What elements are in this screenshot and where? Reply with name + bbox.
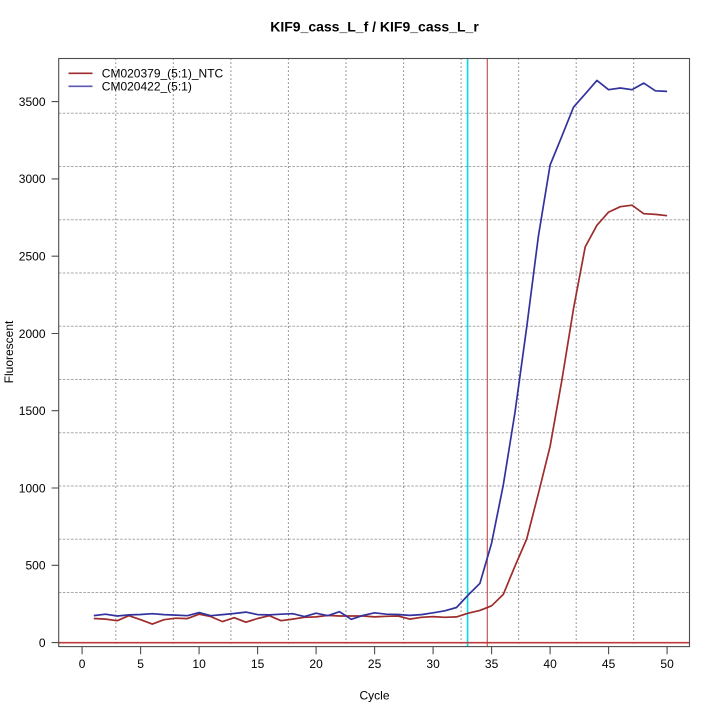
svg-text:500: 500 — [25, 559, 45, 573]
svg-text:KIF9_cass_L_f / KIF9_cass_L_r: KIF9_cass_L_f / KIF9_cass_L_r — [270, 19, 479, 35]
svg-text:10: 10 — [192, 657, 206, 671]
svg-text:5: 5 — [137, 657, 144, 671]
svg-text:0: 0 — [39, 636, 46, 650]
svg-text:35: 35 — [485, 657, 499, 671]
svg-text:2000: 2000 — [19, 327, 46, 341]
svg-text:50: 50 — [660, 657, 674, 671]
svg-text:1000: 1000 — [19, 481, 46, 495]
svg-text:15: 15 — [251, 657, 265, 671]
svg-text:45: 45 — [602, 657, 616, 671]
svg-text:25: 25 — [368, 657, 382, 671]
svg-text:3000: 3000 — [19, 172, 46, 186]
svg-text:CM020422_(5:1): CM020422_(5:1) — [102, 80, 192, 94]
svg-text:40: 40 — [543, 657, 557, 671]
svg-text:1500: 1500 — [19, 404, 46, 418]
svg-text:Fluorescent: Fluorescent — [2, 320, 16, 383]
svg-text:CM020379_(5:1)_NTC: CM020379_(5:1)_NTC — [102, 67, 224, 81]
svg-text:30: 30 — [426, 657, 440, 671]
svg-text:3500: 3500 — [19, 95, 46, 109]
svg-text:2500: 2500 — [19, 250, 46, 264]
svg-text:20: 20 — [309, 657, 323, 671]
svg-text:0: 0 — [79, 657, 86, 671]
svg-text:Cycle: Cycle — [359, 689, 389, 703]
